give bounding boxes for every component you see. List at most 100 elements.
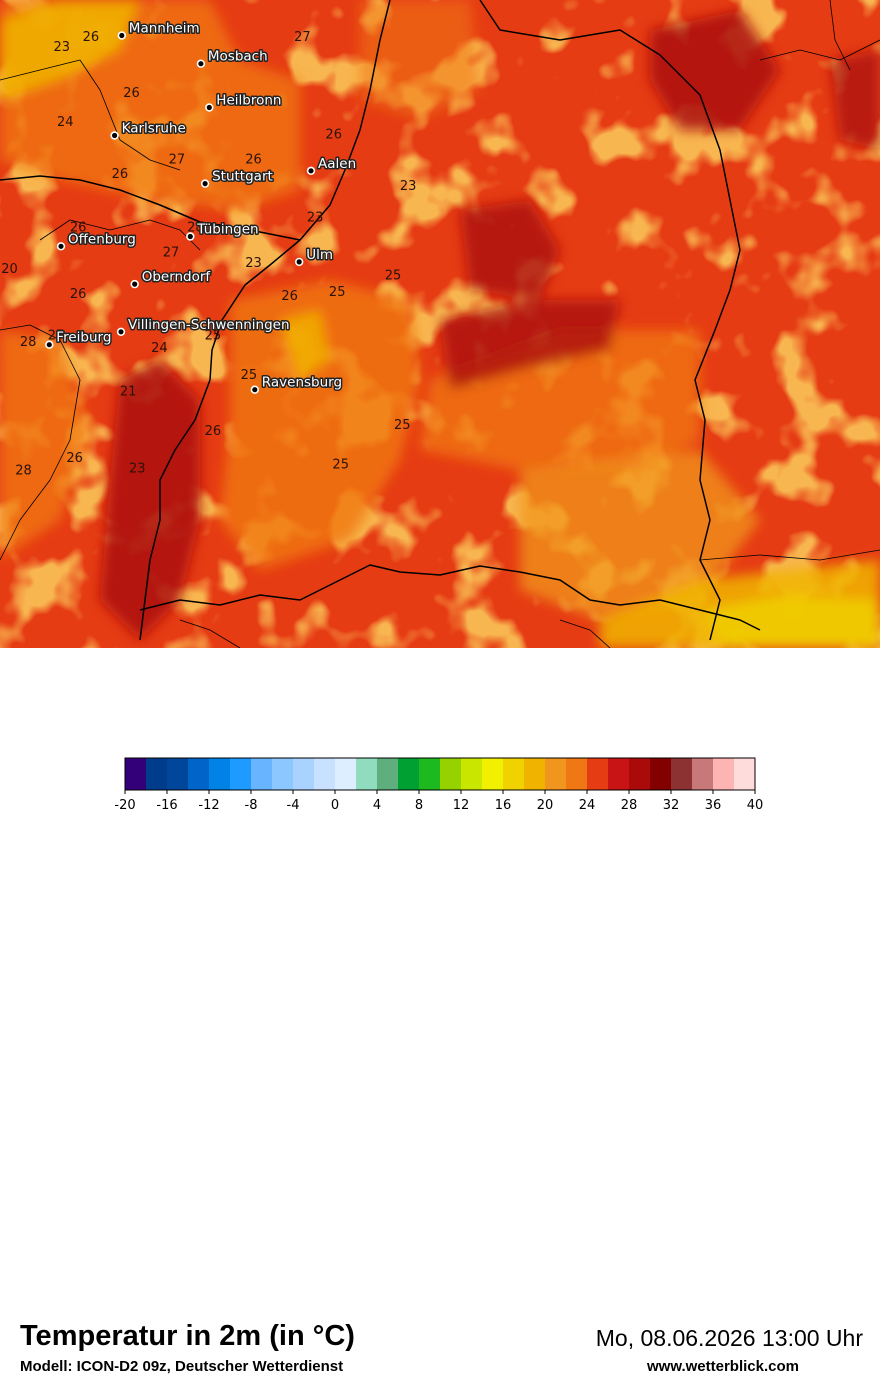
city-label-villingen-schwenningen[interactable]: Villingen-Schwenningen	[127, 315, 292, 334]
city-label-heilbronn[interactable]: Heilbronn	[215, 91, 283, 110]
city-label-mosbach[interactable]: Mosbach	[206, 47, 269, 66]
border-minor-8	[829, 0, 851, 71]
colorbar-tick-label: 4	[373, 798, 381, 813]
colorbar-tick-label: 0	[331, 798, 339, 813]
temperature-value: 26	[281, 289, 298, 304]
temperature-zones	[0, 0, 880, 648]
colorbar-swatch	[713, 758, 735, 790]
city-dot-mannheim[interactable]	[117, 31, 127, 40]
colorbar-tick-label: 36	[705, 798, 722, 813]
temperature-value: 26	[112, 167, 129, 182]
city-label-ravensburg[interactable]: Ravensburg	[260, 373, 343, 392]
hot-zone-east	[830, 50, 880, 150]
temperature-value: 24	[57, 115, 74, 130]
temperature-value: 26	[70, 221, 87, 236]
city-dot-ravensburg[interactable]	[250, 385, 260, 394]
city-dot-stuttgart[interactable]	[200, 179, 210, 188]
temperature-map: 2421272727172623272624262726262323262827…	[0, 0, 880, 648]
city-dot-offenburg[interactable]	[56, 242, 66, 251]
temperature-labels: 2421272727172623272624262726262323262827…	[1, 30, 416, 479]
hot-zone-stuttgart	[460, 200, 560, 300]
colorbar-swatch	[692, 758, 714, 790]
temperature-value: 26	[123, 86, 140, 101]
website-link[interactable]: www.wetterblick.com	[647, 1358, 799, 1375]
colorbar-swatch	[272, 758, 294, 790]
colorbar-swatch	[314, 758, 336, 790]
temperature-value: 27	[294, 30, 311, 45]
colorbar-swatch	[230, 758, 252, 790]
temperature-value: 25	[241, 368, 258, 383]
temperature-value: 25	[394, 418, 411, 433]
city-label-mannheim[interactable]: Mannheim	[127, 19, 201, 38]
city-dot-freiburg[interactable]	[45, 340, 54, 349]
border-minor-5	[699, 549, 880, 561]
colorbar-swatch	[209, 758, 231, 790]
city-label-aalen[interactable]: Aalen	[317, 154, 358, 173]
colorbar-tick-label: -8	[245, 798, 258, 813]
temperature-value: 28	[187, 221, 204, 236]
colorbar-tick-label: 32	[663, 798, 680, 813]
temperature-colorbar: -20 -16 -12 -8 -4 0 4 8 12 16 20 24 28 32 36 40	[114, 757, 763, 813]
temperature-value: 20	[1, 262, 18, 277]
colorbar-swatch	[440, 758, 462, 790]
city-label-oberndorf[interactable]: Oberndorf	[140, 268, 213, 287]
temperature-value: 21	[120, 385, 137, 400]
temperature-value: 28	[15, 464, 32, 479]
colorbar-swatch	[167, 758, 189, 790]
city-label-freiburg[interactable]: Freiburg	[55, 328, 113, 347]
city-dot-heilbronn[interactable]	[205, 103, 214, 112]
temperature-value: 23	[129, 461, 146, 476]
colorbar-swatch	[503, 758, 525, 790]
cool-zone-vosges	[0, 330, 90, 560]
colorbar-swatch	[629, 758, 651, 790]
colorbar-swatches	[125, 758, 756, 790]
temperature-value: 27	[169, 152, 186, 167]
city-label-ulm[interactable]: Ulm	[305, 245, 335, 264]
forecast-datetime: Mo, 08.06.2026 13:00 Uhr	[595, 1325, 863, 1351]
colorbar-tick-label: 16	[495, 798, 512, 813]
temperature-value: 25	[385, 269, 402, 284]
city-dot-villingen-schwenningen[interactable]	[116, 327, 126, 336]
city-dot-tuebingen[interactable]	[186, 232, 195, 241]
temperature-value: 25	[332, 457, 349, 472]
colorbar-swatch	[125, 758, 147, 790]
city-markers: Mannheim Mosbach Heilbronn Karlsruhe Stuttga…	[45, 19, 358, 394]
map-title: Temperatur in 2m (in °C)	[20, 1320, 355, 1352]
colorbar-tick-label: -4	[287, 798, 300, 813]
colorbar-tick-label: -20	[114, 798, 135, 813]
city-dot-mosbach[interactable]	[196, 59, 206, 68]
colorbar-swatch	[335, 758, 357, 790]
colorbar-tick-label: 8	[415, 798, 423, 813]
cool-zone-alps-peaks	[700, 595, 880, 648]
colorbar-swatch	[377, 758, 399, 790]
border-minor-7	[559, 619, 611, 648]
colorbar-swatch	[524, 758, 546, 790]
city-dot-oberndorf[interactable]	[130, 279, 139, 289]
colorbar-tick-label: 24	[579, 798, 596, 813]
model-source: Modell: ICON-D2 09z, Deutscher Wetterdie…	[20, 1358, 344, 1375]
colorbar-frame	[124, 757, 756, 791]
city-label-tuebingen[interactable]: Tübingen	[195, 220, 260, 239]
city-label-stuttgart[interactable]: Stuttgart	[211, 167, 275, 186]
colorbar-tick-label: -12	[198, 798, 219, 813]
hot-zone-rhine-valley	[100, 360, 200, 640]
colorbar-swatch	[671, 758, 693, 790]
temperature-value: 26	[205, 424, 222, 439]
hot-zone-northeast	[650, 10, 780, 130]
temperature-value: 23	[307, 210, 324, 225]
city-label-karlsruhe[interactable]: Karlsruhe	[120, 119, 187, 138]
temperature-value: 26	[83, 30, 100, 45]
temperature-value: 27	[163, 246, 180, 261]
city-dot-ulm[interactable]	[295, 257, 304, 267]
city-dot-karlsruhe[interactable]	[110, 131, 119, 140]
colorbar-swatch	[461, 758, 483, 790]
borders	[0, 0, 880, 648]
colorbar-tick-label: 12	[453, 798, 470, 813]
warm-zone-black-forest	[220, 280, 420, 570]
border-minor-6	[179, 619, 241, 648]
colorbar-tick-label: -16	[156, 798, 177, 813]
colorbar-swatch	[734, 758, 756, 790]
colorbar-swatch	[293, 758, 315, 790]
city-dot-aalen[interactable]	[306, 166, 316, 176]
city-label-offenburg[interactable]: Offenburg	[67, 230, 138, 249]
